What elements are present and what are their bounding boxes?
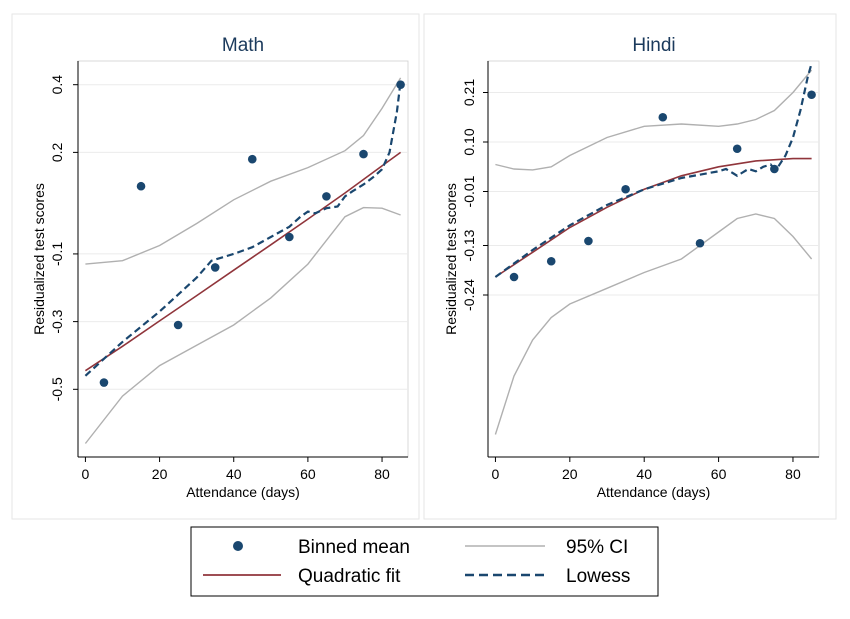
binned-mean-point	[396, 80, 405, 89]
binned-mean-point	[285, 232, 294, 242]
x-tick-label: 20	[562, 466, 578, 482]
quadratic-fit-line	[84, 151, 402, 372]
legend-label: Quadratic fit	[298, 566, 401, 587]
binned-mean-point	[247, 154, 257, 164]
y-axis-title: Residualized test scores	[443, 183, 459, 335]
binned-mean-point	[136, 181, 146, 191]
y-tick-label: -0.1	[49, 242, 65, 266]
binned-mean-point	[99, 378, 109, 387]
binned-mean-point	[584, 236, 593, 246]
ci-upper-line	[495, 69, 813, 171]
legend-label: 95% CI	[566, 537, 628, 558]
x-tick-label: 80	[374, 466, 390, 482]
x-tick-label: 60	[711, 466, 727, 482]
binned-mean-point	[173, 320, 183, 330]
plot-area	[487, 60, 820, 458]
legend: Binned mean 95% CI Quadratic fit Lowess	[190, 526, 659, 597]
x-tick-label: 0	[82, 466, 90, 482]
x-tick-label: 40	[636, 466, 652, 482]
binned-mean-point	[621, 184, 630, 194]
binned-mean-point	[546, 256, 556, 266]
ci-upper-line	[85, 77, 402, 265]
plot-area	[77, 60, 409, 458]
y-tick-label: -0.13	[461, 229, 477, 261]
y-tick-label: 0.4	[49, 75, 65, 95]
x-tick-label: 0	[492, 466, 500, 482]
binned-mean-point	[770, 164, 779, 174]
ci-lower-line	[494, 213, 813, 435]
legend-binned-mean-marker	[233, 541, 243, 551]
x-tick-label: 60	[300, 466, 316, 482]
y-tick-label: 0.21	[461, 79, 477, 106]
y-tick-label: 0.2	[49, 142, 65, 162]
x-axis-title: Attendance (days)	[597, 484, 711, 500]
ci-lower-line	[84, 206, 401, 444]
y-tick-label: -0.5	[49, 377, 65, 401]
panel-title: Hindi	[632, 35, 675, 56]
x-tick-label: 80	[785, 466, 801, 482]
x-tick-label: 20	[152, 466, 168, 482]
y-tick-label: 0.10	[461, 128, 477, 155]
x-axis-title: Attendance (days)	[186, 484, 300, 500]
binned-mean-point	[322, 192, 331, 201]
panel-title: Math	[222, 35, 264, 56]
lowess-line	[84, 81, 402, 377]
x-tick-label: 40	[226, 466, 242, 482]
legend-label: Lowess	[566, 566, 630, 587]
binned-mean-point	[210, 263, 220, 272]
legend-label: Binned mean	[298, 537, 410, 558]
binned-mean-point	[509, 272, 519, 282]
math-panel: Math -0.5 -0.3 -0.1 0.2 0.4 0 20 40 60 80 Attendanc…	[11, 13, 420, 520]
y-tick-label: -0.01	[461, 175, 477, 207]
legend-box	[190, 526, 659, 597]
lowess-line	[494, 63, 813, 278]
binned-mean-point	[658, 112, 668, 122]
binned-mean-point	[695, 238, 705, 248]
y-axis-title: Residualized test scores	[31, 183, 47, 335]
y-tick-label: -0.3	[49, 309, 65, 333]
binned-mean-point	[807, 90, 816, 100]
binned-mean-point	[359, 149, 368, 159]
binned-mean-point	[732, 144, 742, 154]
y-tick-label: -0.24	[461, 279, 477, 311]
hindi-panel: Hindi -0.24 -0.13 -0.01 0.10 0.21 0 20 40 60 80 Att…	[423, 13, 837, 520]
